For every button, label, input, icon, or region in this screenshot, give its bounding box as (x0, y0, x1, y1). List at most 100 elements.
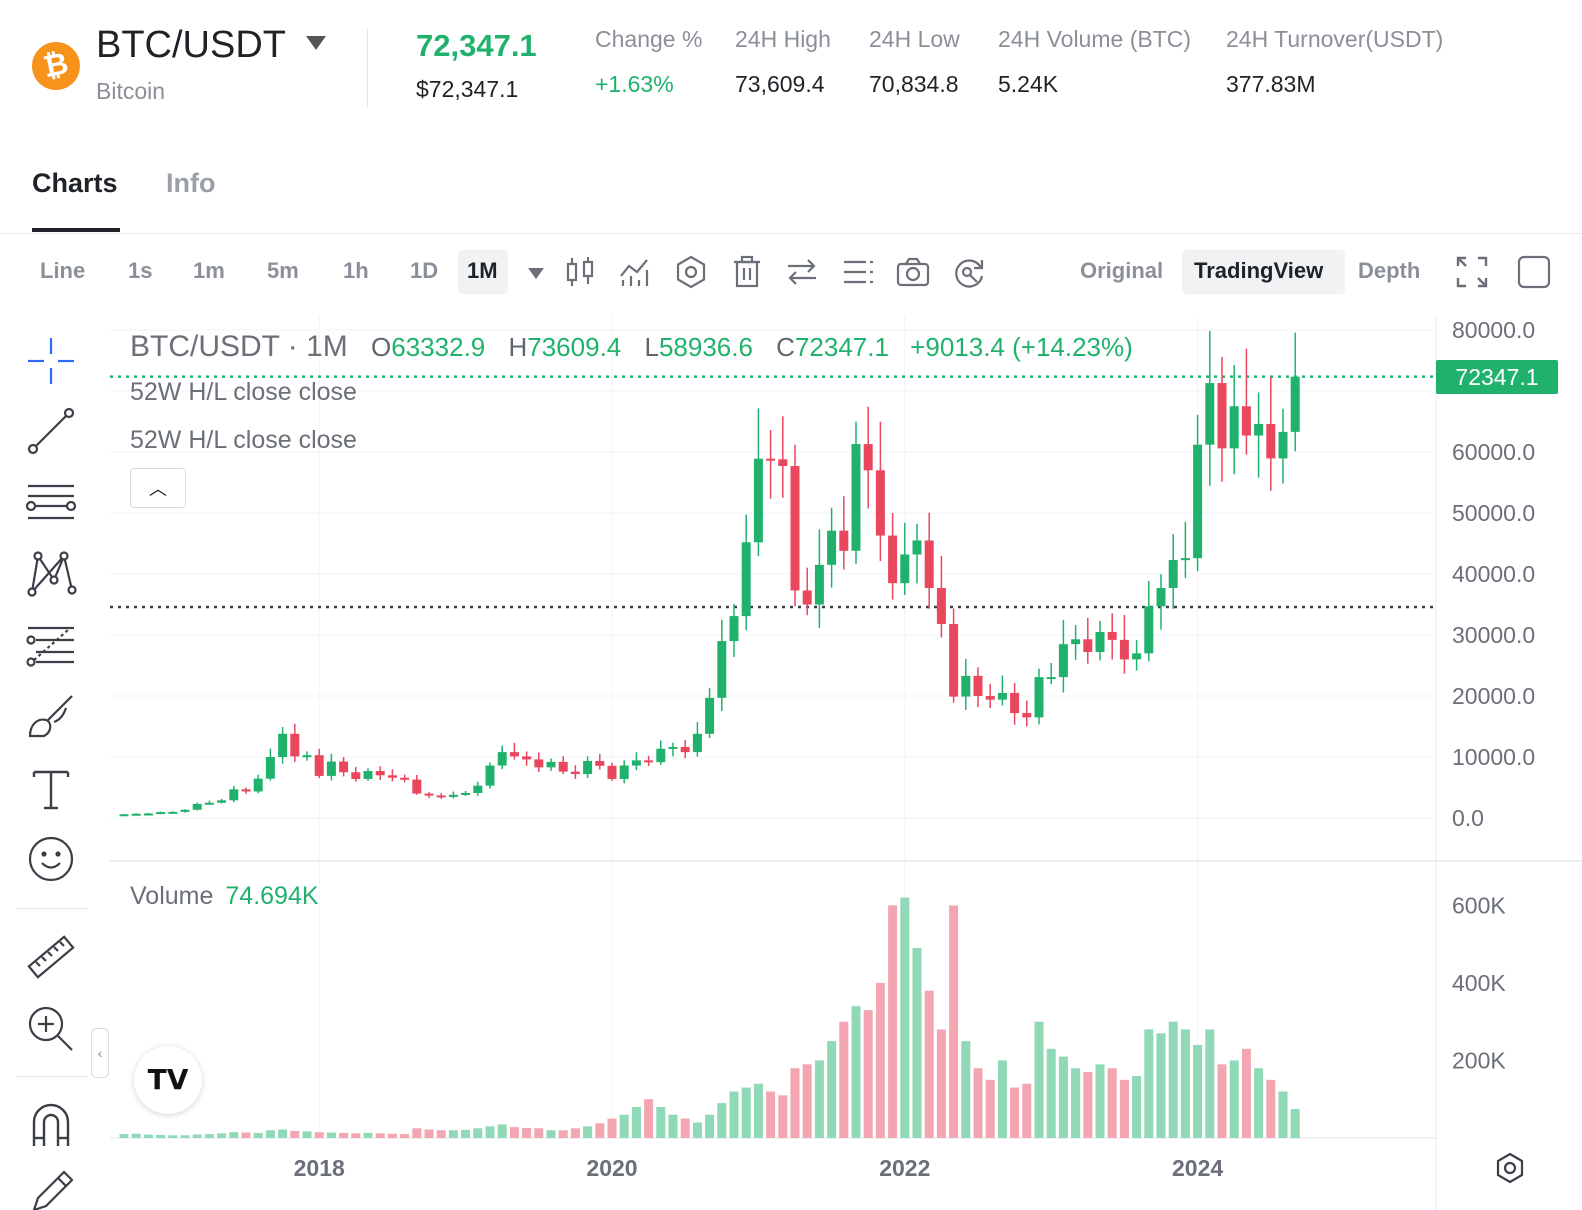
collapse-indicators-button[interactable]: ︿ (130, 468, 186, 508)
price-axis-label: 80000.0 (1452, 317, 1535, 343)
list-icon[interactable] (840, 254, 876, 290)
chevron-down-icon[interactable] (306, 36, 326, 50)
zoom-in-icon[interactable] (24, 1002, 78, 1056)
chart-settings-icon[interactable] (1492, 1150, 1528, 1186)
replay-icon[interactable] (951, 254, 987, 290)
collapse-toolbar-button[interactable]: ‹ (91, 1028, 109, 1078)
volume-bar (412, 1128, 422, 1138)
candle-body (875, 470, 885, 536)
candle-body (827, 530, 837, 565)
tab-info[interactable]: Info (166, 168, 216, 198)
fullscreen-icon[interactable] (1454, 254, 1490, 290)
fib-icon[interactable] (24, 618, 78, 672)
active-view-highlight (1182, 250, 1345, 294)
interval-5m[interactable]: 5m (267, 258, 299, 283)
candle-body (424, 793, 434, 796)
window-icon[interactable] (1516, 254, 1552, 290)
text-icon[interactable] (24, 762, 78, 816)
volume-bar (1095, 1064, 1105, 1138)
swap-icon[interactable] (784, 254, 820, 290)
candle-body (1290, 376, 1300, 432)
volume-bar (900, 897, 910, 1138)
candle-body (1107, 631, 1117, 640)
volume-bar (802, 1064, 812, 1138)
candle-body (753, 458, 763, 543)
candle-body (961, 675, 971, 697)
candle-body (1193, 444, 1203, 559)
volume-bar (949, 905, 959, 1138)
price-chart[interactable]: 80000.0 60000.0 50000.0 40000.0 30000.0 20000… (110, 316, 1582, 1210)
candle-body (448, 794, 458, 797)
volume-bar (656, 1106, 666, 1138)
volume-bar (387, 1133, 397, 1138)
view-depth[interactable]: Depth (1358, 258, 1421, 283)
candle-body (314, 755, 324, 776)
view-tradingview[interactable]: TradingView (1194, 258, 1324, 283)
indicators-icon[interactable] (617, 254, 653, 290)
pair-selector[interactable]: BTC/USDT (96, 24, 286, 66)
candle-type-icon[interactable] (562, 254, 598, 290)
volume-bar (851, 1006, 861, 1138)
volume-bar (1180, 1029, 1190, 1138)
candle-body (375, 771, 385, 776)
pattern-icon[interactable] (24, 546, 78, 600)
time-axis-label: 2018 (294, 1155, 345, 1181)
interval-1M[interactable]: 1M (467, 258, 498, 283)
stat-label: 24H Volume (BTC) (998, 26, 1192, 52)
time-axis-label: 2020 (586, 1155, 637, 1181)
candle-body (1217, 383, 1227, 449)
legend-symbol: BTC/USDT · 1M (130, 330, 348, 363)
candle-body (1278, 431, 1288, 459)
interval-1h[interactable]: 1h (343, 258, 369, 283)
settings-icon[interactable] (673, 254, 709, 290)
interval-dropdown-icon[interactable] (528, 268, 544, 279)
candle-body (302, 755, 312, 758)
legend-close: 72347.1 (794, 332, 889, 362)
tradingview-logo-icon[interactable]: TV (134, 1046, 202, 1114)
interval-1m[interactable]: 1m (193, 258, 225, 283)
candle-body (326, 761, 336, 776)
indicator-label[interactable]: 52W H/L close close (130, 426, 357, 454)
interval-1s[interactable]: 1s (128, 258, 153, 283)
crosshair-icon[interactable] (24, 334, 78, 388)
indicator-label[interactable]: 52W H/L close close (130, 378, 357, 406)
stat-value: 73,609.4 (735, 71, 825, 97)
candle-body (729, 616, 739, 642)
volume-bar (705, 1114, 715, 1138)
tab-charts[interactable]: Charts (32, 168, 118, 198)
candle-body (924, 540, 934, 589)
candle-body (778, 459, 788, 467)
trash-icon[interactable] (729, 254, 765, 290)
chart-area[interactable]: 80000.0 60000.0 50000.0 40000.0 30000.0 20000… (110, 316, 1582, 1210)
candle-body (363, 771, 373, 779)
candle-body (485, 765, 495, 786)
view-original[interactable]: Original (1080, 258, 1164, 283)
price-axis-label: 60000.0 (1452, 439, 1535, 465)
volume-bar (1254, 1068, 1264, 1138)
candle-body (1046, 677, 1056, 680)
camera-icon[interactable] (895, 254, 931, 290)
volume-bar (1083, 1072, 1093, 1138)
candle-body (949, 624, 959, 697)
candle-body (863, 444, 873, 471)
volume-bar (1046, 1048, 1056, 1138)
volume-value: 74.694K (225, 882, 319, 910)
volume-axis-label: 400K (1452, 970, 1506, 996)
magnet-icon[interactable] (24, 1098, 78, 1152)
volume-bar (180, 1135, 190, 1138)
candle-body (1119, 639, 1129, 660)
stat-value: 377.83M (1226, 71, 1316, 97)
volume-bar (497, 1124, 507, 1138)
trend-line-icon[interactable] (24, 404, 78, 458)
volume-bar (290, 1131, 300, 1138)
ruler-icon[interactable] (24, 930, 78, 984)
emoji-icon[interactable] (24, 832, 78, 886)
interval-line[interactable]: Line (40, 258, 86, 283)
horizontal-lines-icon[interactable] (24, 476, 78, 530)
brush-icon[interactable] (24, 690, 78, 744)
interval-1d[interactable]: 1D (410, 258, 439, 283)
volume-bar (595, 1123, 605, 1138)
pencil-icon[interactable] (24, 1166, 78, 1210)
price-axis-label: 50000.0 (1452, 500, 1535, 526)
volume-bar (448, 1130, 458, 1138)
